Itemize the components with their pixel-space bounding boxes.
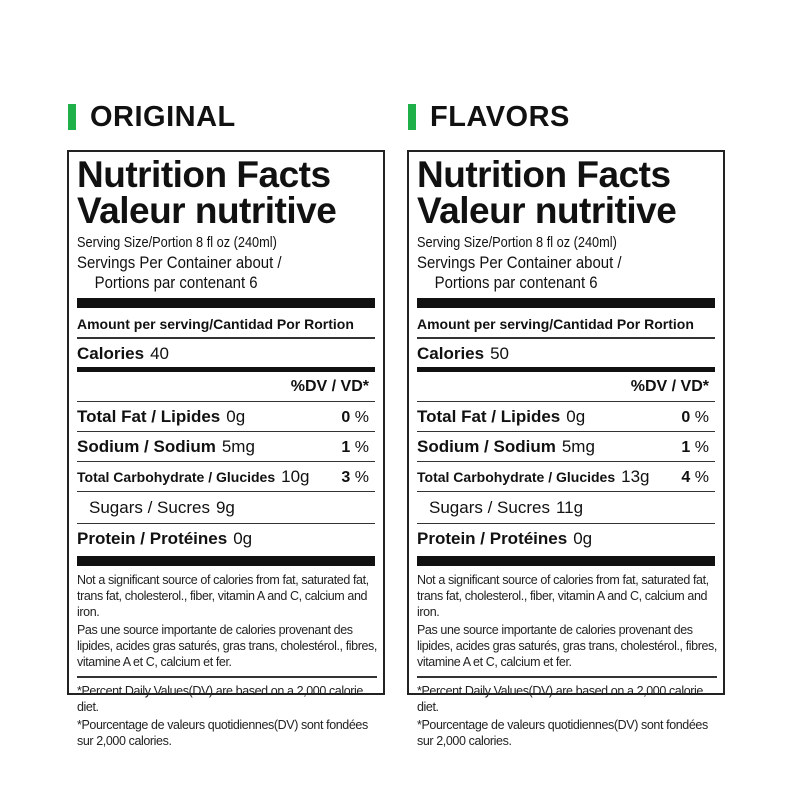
footnotes: *Percent Daily Values(DV) are based on a… <box>417 676 717 749</box>
footnote-fr: *Pourcentage de valeurs quotidiennes(DV)… <box>417 718 708 748</box>
serving-size: Serving Size/Portion 8 fl oz (240ml) <box>77 234 277 251</box>
green-bar-marker <box>408 104 416 130</box>
percent-sign: % <box>694 439 709 456</box>
calories-label: Calories <box>77 344 145 363</box>
sugars-label: Sugars / Sucres <box>429 498 550 517</box>
footnote-en: *Percent Daily Values(DV) are based on a… <box>77 684 363 714</box>
sugars-row: Sugars / Sucres 11g <box>417 492 715 524</box>
amount-per-serving: Amount per serving/Cantidad Por Rortion <box>417 308 715 339</box>
sodium-value: 5mg <box>221 437 255 456</box>
sodium-dv: 1 <box>681 439 691 456</box>
note-en: Not a significant source of calories fro… <box>77 573 369 619</box>
calories-row: Calories 50 <box>417 339 715 372</box>
servings-line2: Portions par contenant 6 <box>94 273 258 292</box>
fat-label: Total Fat / Lipides <box>417 407 561 426</box>
note-fr: Pas une source importante de calories pr… <box>77 623 377 669</box>
carb-label: Total Carbohydrate / Glucides <box>77 469 276 485</box>
title-en: Nutrition Facts <box>417 154 671 195</box>
percent-sign: % <box>354 439 369 456</box>
notes: Not a significant source of calories fro… <box>77 566 377 749</box>
green-bar-marker <box>68 104 76 130</box>
sodium-label: Sodium / Sodium <box>417 437 556 456</box>
thick-divider <box>77 298 375 308</box>
thick-divider <box>77 556 375 566</box>
notes: Not a significant source of calories fro… <box>417 566 717 749</box>
carb-value: 13g <box>621 467 650 486</box>
footnote-en: *Percent Daily Values(DV) are based on a… <box>417 684 703 714</box>
sodium-row: Sodium / Sodium 5mg 1 % <box>417 432 715 462</box>
protein-value: 0g <box>573 529 593 548</box>
sodium-value: 5mg <box>561 437 595 456</box>
carb-row: Total Carbohydrate / Glucides 10g 3 % <box>77 462 375 492</box>
fat-value: 0g <box>566 407 586 426</box>
carb-row: Total Carbohydrate / Glucides 13g 4 % <box>417 462 715 492</box>
dv-header: %DV / VD* <box>417 372 715 402</box>
title-en: Nutrition Facts <box>77 154 331 195</box>
servings-line1: Servings Per Container about / <box>417 253 622 272</box>
note-fr: Pas une source importante de calories pr… <box>417 623 717 669</box>
footnotes: *Percent Daily Values(DV) are based on a… <box>77 676 377 749</box>
protein-row: Protein / Protéines 0g <box>417 524 715 553</box>
percent-sign: % <box>354 469 369 486</box>
percent-sign: % <box>694 469 709 486</box>
fat-label: Total Fat / Lipides <box>77 407 221 426</box>
amount-per-serving: Amount per serving/Cantidad Por Rortion <box>77 308 375 339</box>
title-fr: Valeur nutritive <box>77 190 337 231</box>
panel-heading: ORIGINAL <box>68 100 391 134</box>
percent-sign: % <box>354 409 369 426</box>
panel-1: FLAVORS Nutrition Facts Valeur nutritive… <box>407 100 731 748</box>
heading-text: FLAVORS <box>430 100 570 133</box>
fat-row: Total Fat / Lipides 0g 0 % <box>77 402 375 432</box>
calories-row: Calories 40 <box>77 339 375 372</box>
sugars-row: Sugars / Sucres 9g <box>77 492 375 524</box>
nutrition-facts-box: Nutrition Facts Valeur nutritive Serving… <box>407 150 725 748</box>
footnote-fr: *Pourcentage de valeurs quotidiennes(DV)… <box>77 718 368 748</box>
carb-dv: 3 <box>341 469 351 486</box>
carb-label: Total Carbohydrate / Glucides <box>417 469 616 485</box>
sodium-row: Sodium / Sodium 5mg 1 % <box>77 432 375 462</box>
percent-sign: % <box>694 409 709 426</box>
thick-divider <box>417 556 715 566</box>
sugars-label: Sugars / Sucres <box>89 498 210 517</box>
fat-dv: 0 <box>681 409 691 426</box>
carb-dv: 4 <box>681 469 691 486</box>
serving-size: Serving Size/Portion 8 fl oz (240ml) <box>417 234 617 251</box>
protein-value: 0g <box>233 529 253 548</box>
fat-dv: 0 <box>341 409 351 426</box>
servings-line1: Servings Per Container about / <box>77 253 282 272</box>
protein-row: Protein / Protéines 0g <box>77 524 375 553</box>
servings-line2: Portions par contenant 6 <box>434 273 598 292</box>
heading-text: ORIGINAL <box>90 100 236 133</box>
sugars-value: 9g <box>215 498 235 517</box>
calories-value: 50 <box>490 344 510 363</box>
thick-divider <box>417 298 715 308</box>
dv-header: %DV / VD* <box>77 372 375 402</box>
sodium-label: Sodium / Sodium <box>77 437 216 456</box>
sodium-dv: 1 <box>341 439 351 456</box>
calories-label: Calories <box>417 344 485 363</box>
protein-label: Protein / Protéines <box>417 529 568 548</box>
panel-heading: FLAVORS <box>408 100 731 134</box>
note-en: Not a significant source of calories fro… <box>417 573 709 619</box>
title-fr: Valeur nutritive <box>417 190 677 231</box>
fat-value: 0g <box>226 407 246 426</box>
panel-0: ORIGINAL Nutrition Facts Valeur nutritiv… <box>67 100 391 748</box>
sugars-value: 11g <box>555 498 584 517</box>
fat-row: Total Fat / Lipides 0g 0 % <box>417 402 715 432</box>
carb-value: 10g <box>281 467 310 486</box>
nutrition-facts-box: Nutrition Facts Valeur nutritive Serving… <box>67 150 385 748</box>
calories-value: 40 <box>150 344 170 363</box>
protein-label: Protein / Protéines <box>77 529 228 548</box>
